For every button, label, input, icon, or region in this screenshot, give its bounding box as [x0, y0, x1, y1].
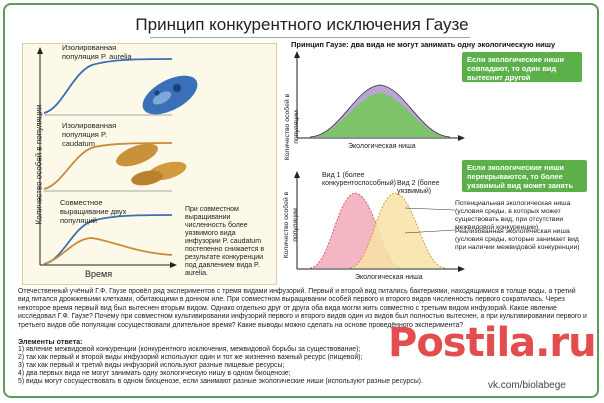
- niche-graphs: [294, 51, 465, 272]
- answer-1: 1) явление межвидовой конкуренции (конку…: [18, 346, 361, 353]
- page-title: Принцип конкурентного исключения Гаузе: [135, 15, 469, 34]
- gause-principle-heading: Принцип Гаузе: два вида не могут занимат…: [291, 40, 556, 49]
- right-bottom-x-axis-label: Экологическая ниша: [355, 274, 423, 281]
- left-y-axis-label: Количество особей в популяции: [34, 104, 44, 225]
- answer-5: 5) виды могут сосуществовать в одном био…: [18, 378, 423, 385]
- right-top-x-axis-label: Экологическая ниша: [348, 143, 416, 150]
- answer-4: 4) два первых вида не могут занимать одн…: [18, 370, 291, 377]
- page-frame: [3, 3, 599, 398]
- panel3-label: Совместное выращивание двух популяций: [60, 198, 127, 225]
- answers-title: Элементы ответа:: [18, 337, 83, 346]
- right-top-y-axis-label: Количество особей в популяции: [284, 93, 300, 161]
- left-x-axis-label: Время: [85, 269, 113, 279]
- right-bottom-y-axis-label: Количество особей в популяции: [283, 191, 299, 259]
- panel2-label: Изолированная популяция P. caudatum: [62, 121, 117, 148]
- species2-label: Вид 2 (более уязвимый): [397, 180, 440, 195]
- species1-label: Вид 1 (более конкурентоспособный): [322, 172, 396, 187]
- vk-link[interactable]: vk.com/biolabege: [488, 380, 566, 391]
- left-y-axis-wrap: Количество особей в популяции: [29, 105, 44, 225]
- answer-3: 3) так как первый и третий виды инфузори…: [18, 362, 285, 369]
- title-underline: [150, 37, 470, 38]
- box-niches-coincide: Если экологические ниши совпадают, то од…: [462, 52, 582, 82]
- experiment-graphs: [37, 47, 198, 268]
- potential-niche-label: Потенциальная экологическая ниша (услови…: [455, 200, 571, 231]
- answer-2: 2) так как первый и второй виды инфузори…: [18, 354, 363, 361]
- panel1-label: Изолированная популяция P. aurelia: [62, 43, 132, 61]
- experiment-explanation: При совместном выращивании численность б…: [185, 206, 265, 277]
- box-niches-overlap: Если экологические ниши перекрываются, т…: [462, 160, 587, 199]
- postila-watermark: Postila.ru: [388, 320, 597, 366]
- gause-experiment-panel: [22, 43, 277, 285]
- task-paragraph: Отечественный учёный Г.Ф. Гаузе провёл р…: [18, 288, 587, 329]
- realized-niche-label: Реализованная экологическая ниша (услови…: [455, 228, 580, 251]
